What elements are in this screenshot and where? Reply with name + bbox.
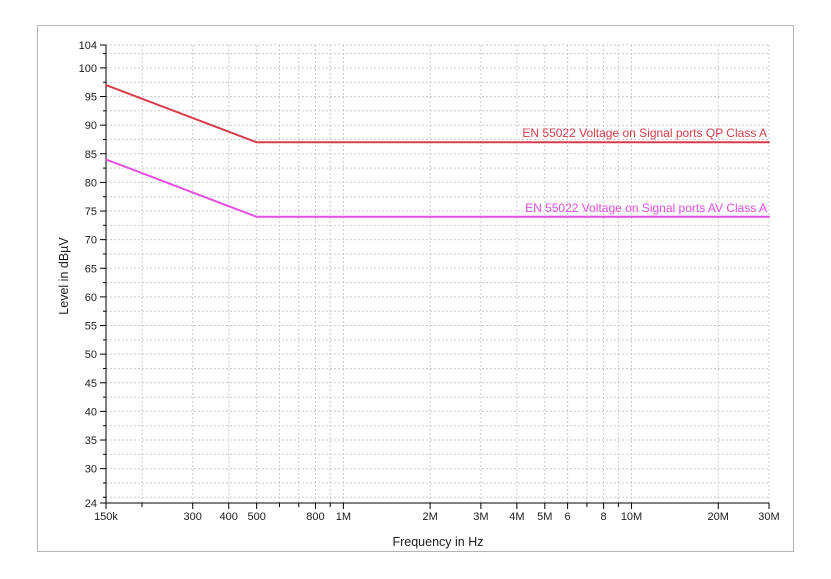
y-tick-label: 95 <box>85 92 97 104</box>
y-tick-label: 90 <box>85 120 97 132</box>
y-axis-title: Level in dBµV <box>57 237 71 315</box>
y-tick-label: 65 <box>85 263 97 275</box>
gridlines <box>106 44 770 503</box>
y-tick-label: 60 <box>85 292 97 304</box>
series-line-1 <box>105 158 770 218</box>
series-line-0 <box>105 84 770 144</box>
x-tick-label: 6 <box>565 511 571 523</box>
x-tick-label: 8 <box>601 511 607 523</box>
x-tick-label: 150k <box>94 511 118 523</box>
y-tick-label: 40 <box>85 406 97 418</box>
chart-canvas: 104 100 95 90 85 80 75 70 65 60 55 50 45 40 35 30 24150k… <box>57 40 780 549</box>
y-tick-label: 50 <box>85 349 97 361</box>
x-tick-label: 20M <box>708 511 729 523</box>
y-tick-label: 24 <box>85 498 97 510</box>
x-tick-label: 5M <box>537 511 552 523</box>
x-tick-label: 2M <box>422 511 437 523</box>
x-tick-label: 300 <box>184 511 202 523</box>
y-tick-label: 104 <box>79 40 97 52</box>
x-tick-label: 400 <box>220 511 238 523</box>
y-tick-label: 55 <box>85 321 97 333</box>
x-tick-label: 1M <box>336 511 351 523</box>
y-tick-label: 85 <box>85 149 97 161</box>
y-tick-label: 30 <box>85 464 97 476</box>
x-tick-label: 30M <box>758 511 779 523</box>
x-tick-label: 4M <box>509 511 524 523</box>
y-tick-label: 35 <box>85 435 97 447</box>
axes <box>105 45 769 504</box>
chart-frame: 104 100 95 90 85 80 75 70 65 60 55 50 45 40 35 30 24 150k… <box>37 25 794 552</box>
series-lines <box>105 84 770 218</box>
tick-labels: 104 100 95 90 85 80 75 70 65 60 55 50 45 40 35 30 24150k… <box>79 40 780 523</box>
y-tick-label: 70 <box>85 235 97 247</box>
x-tick-label: 10M <box>621 511 642 523</box>
series-label-qp-class-a: EN 55022 Voltage on Signal ports QP Clas… <box>522 126 767 140</box>
y-tick-label: 45 <box>85 378 97 390</box>
series-label-av-class-a: EN 55022 Voltage on Signal ports AV Clas… <box>525 201 767 215</box>
y-tick-label: 75 <box>85 206 97 218</box>
x-tick-label: 500 <box>247 511 265 523</box>
y-tick-label: 100 <box>79 63 97 75</box>
y-tick-label: 80 <box>85 177 97 189</box>
x-axis-title: Frequency in Hz <box>392 535 483 549</box>
x-tick-label: 800 <box>306 511 324 523</box>
x-tick-label: 3M <box>473 511 488 523</box>
tick-marks <box>100 44 770 509</box>
